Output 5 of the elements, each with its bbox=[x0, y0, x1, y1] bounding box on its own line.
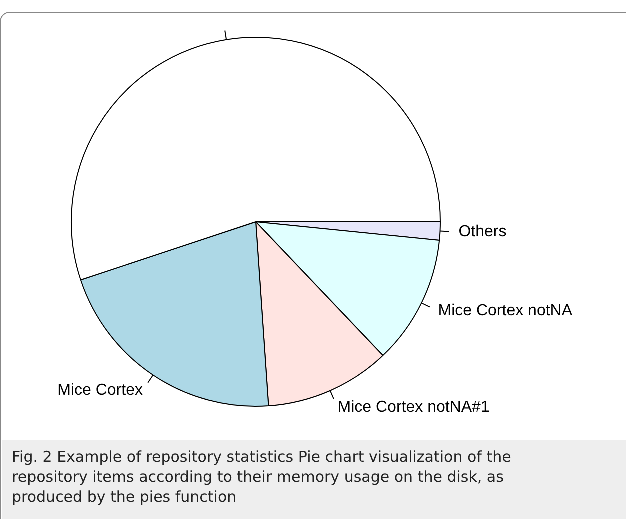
caption: Fig. 2 Example of repository statistics Pie chart visualization of the repository items according to their memory usage on the disk, as produced by the pies function bbox=[12, 447, 512, 507]
slice-label: Mice Cortex notNA bbox=[438, 302, 573, 320]
slice-label: Others bbox=[458, 224, 507, 241]
slice-label: Mice Cortex notNA#1 bbox=[338, 399, 490, 416]
slice-label: Mice Cortex bbox=[58, 382, 143, 399]
